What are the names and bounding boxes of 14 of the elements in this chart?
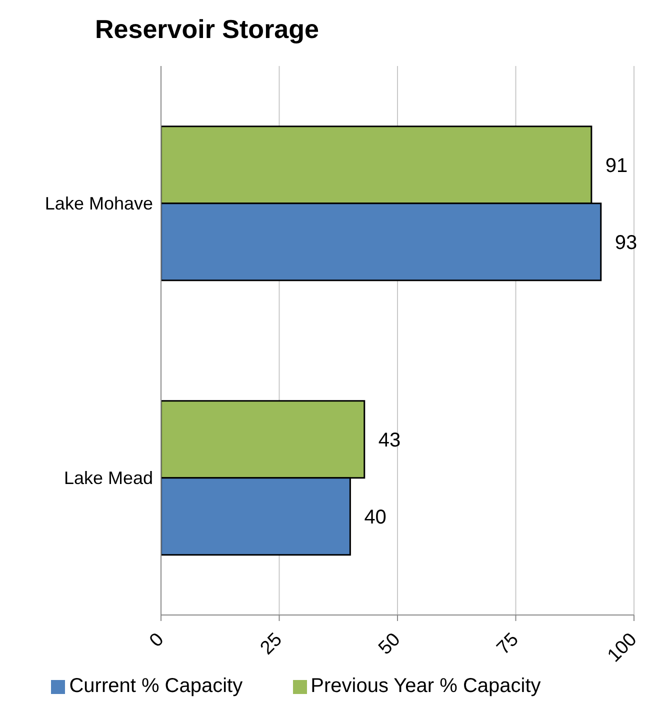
x-tick-label: 75 bbox=[493, 629, 523, 660]
data-label: 40 bbox=[364, 506, 386, 528]
data-label: 43 bbox=[378, 429, 401, 452]
x-tick-label: 100 bbox=[604, 629, 642, 666]
chart-title: Reservoir Storage bbox=[94, 13, 320, 46]
legend-label: Current % Capacity bbox=[69, 675, 243, 697]
legend-label: Previous Year % Capacity bbox=[310, 675, 541, 697]
x-tick-label: 25 bbox=[256, 629, 286, 660]
data-label: 91 bbox=[605, 154, 628, 177]
y-tick-label: Lake Mead bbox=[64, 468, 153, 488]
data-label: 93 bbox=[614, 232, 638, 254]
x-tick-label: 50 bbox=[374, 629, 405, 660]
x-tick-label: 0 bbox=[146, 629, 168, 652]
y-tick-label: Lake Mohave bbox=[44, 194, 153, 214]
